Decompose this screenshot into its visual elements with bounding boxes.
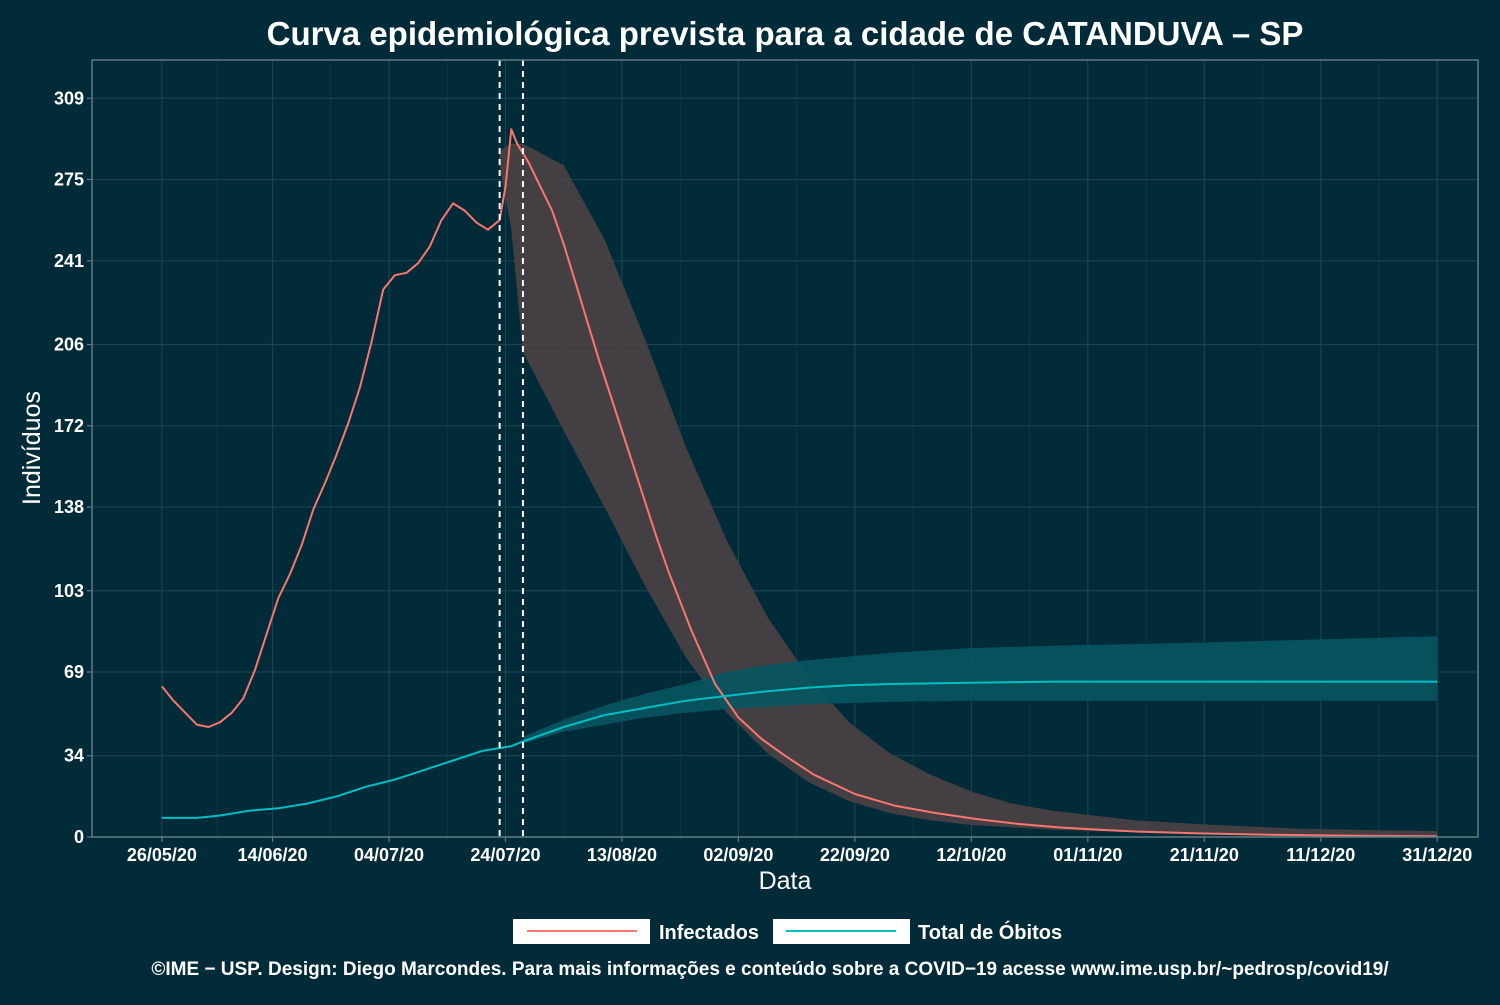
x-tick-label: 13/08/20 bbox=[587, 845, 657, 865]
y-axis-label: Indivíduos bbox=[18, 391, 46, 505]
y-axis-ticks: 0 34 69 103 138 172 206 241 275 309 bbox=[54, 88, 92, 847]
series-lines bbox=[161, 128, 1438, 838]
x-tick-label: 11/12/20 bbox=[1286, 845, 1355, 865]
y-tick-label: 172 bbox=[54, 416, 84, 436]
chart-title: Curva epidemiológica prevista para a cid… bbox=[267, 15, 1304, 52]
y-tick-label: 309 bbox=[54, 88, 84, 108]
y-tick-label: 69 bbox=[64, 662, 84, 682]
x-tick-label: 21/11/20 bbox=[1170, 845, 1239, 865]
x-tick-label: 01/11/20 bbox=[1053, 845, 1122, 865]
x-tick-label: 26/05/20 bbox=[127, 845, 197, 865]
y-tick-label: 138 bbox=[54, 497, 84, 517]
y-tick-label: 275 bbox=[54, 170, 84, 190]
grid bbox=[92, 60, 1478, 838]
infectados-line bbox=[161, 128, 1438, 838]
footer-credit: ©IME − USP. Design: Diego Marcondes. Par… bbox=[151, 959, 1389, 980]
x-tick-label: 12/10/20 bbox=[936, 845, 1006, 865]
y-tick-label: 103 bbox=[54, 581, 84, 601]
infectados-band bbox=[499, 143, 1438, 837]
legend-item-infectados: Infectados bbox=[513, 919, 759, 944]
y-tick-label: 34 bbox=[64, 746, 84, 766]
x-tick-label: 24/07/20 bbox=[470, 845, 540, 865]
y-tick-label: 206 bbox=[54, 335, 84, 355]
y-tick-label: 0 bbox=[74, 827, 84, 847]
plot-border bbox=[91, 59, 1479, 838]
x-tick-label: 04/07/20 bbox=[354, 845, 424, 865]
reference-lines bbox=[498, 60, 524, 837]
x-tick-label: 14/06/20 bbox=[237, 845, 307, 865]
legend-item-obitos: Total de Óbitos bbox=[773, 919, 1062, 944]
confidence-bands bbox=[499, 143, 1438, 837]
x-tick-label: 02/09/20 bbox=[703, 845, 773, 865]
x-tick-label: 31/12/20 bbox=[1402, 845, 1472, 865]
obitos-line bbox=[161, 680, 1438, 819]
x-axis-label: Data bbox=[759, 867, 812, 895]
obitos-band bbox=[522, 636, 1438, 744]
legend-label-infectados: Infectados bbox=[659, 922, 759, 944]
legend-label-obitos: Total de Óbitos bbox=[918, 920, 1062, 944]
y-tick-label: 241 bbox=[54, 251, 84, 271]
x-axis-ticks: 26/05/20 14/06/20 04/07/20 24/07/20 13/08/20… bbox=[127, 837, 1472, 865]
x-tick-label: 22/09/20 bbox=[820, 845, 890, 865]
legend: Infectados Total de Óbitos bbox=[513, 919, 1062, 944]
